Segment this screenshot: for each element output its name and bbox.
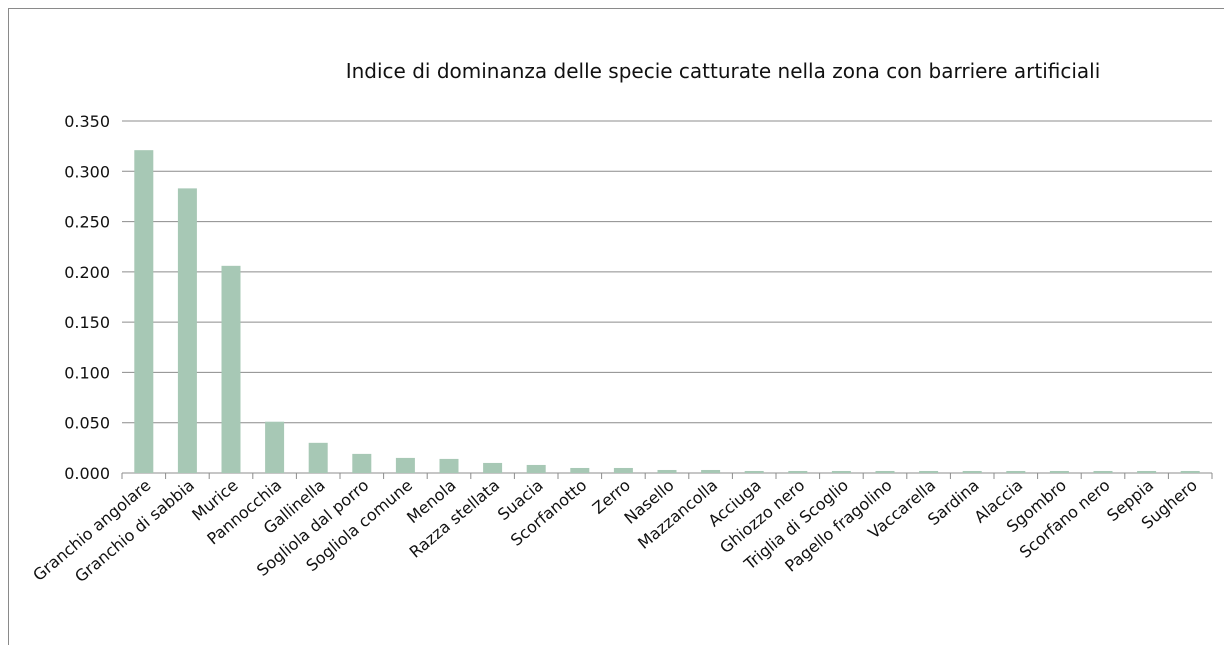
bar	[1180, 470, 1200, 473]
bar	[221, 265, 241, 473]
bar	[177, 188, 197, 473]
bar	[134, 150, 154, 473]
y-tick-label: 0.250	[64, 213, 110, 232]
bar	[308, 442, 328, 473]
bar	[657, 469, 677, 473]
bar	[1137, 470, 1157, 473]
bar	[788, 470, 808, 473]
bar	[1006, 470, 1026, 473]
bar	[395, 457, 415, 473]
bar	[352, 453, 372, 473]
y-tick-label: 0.000	[64, 464, 110, 483]
bar	[483, 462, 503, 473]
bar	[1093, 470, 1113, 473]
chart-border	[8, 8, 1224, 645]
bar	[613, 467, 633, 473]
bar	[744, 470, 764, 473]
bar	[831, 470, 851, 473]
bar	[919, 470, 939, 473]
bar	[439, 458, 459, 473]
bar	[1049, 470, 1069, 473]
bar	[570, 467, 590, 473]
bar	[701, 469, 721, 473]
bar	[265, 421, 285, 473]
y-tick-label: 0.200	[64, 263, 110, 282]
y-tick-label: 0.050	[64, 414, 110, 433]
y-tick-label: 0.300	[64, 162, 110, 181]
chart-title: Indice di dominanza delle specie cattura…	[346, 59, 1101, 83]
y-tick-label: 0.350	[64, 112, 110, 131]
bar	[875, 470, 895, 473]
bar	[526, 464, 546, 473]
y-tick-label: 0.150	[64, 313, 110, 332]
y-tick-label: 0.100	[64, 363, 110, 382]
bar	[962, 470, 982, 473]
